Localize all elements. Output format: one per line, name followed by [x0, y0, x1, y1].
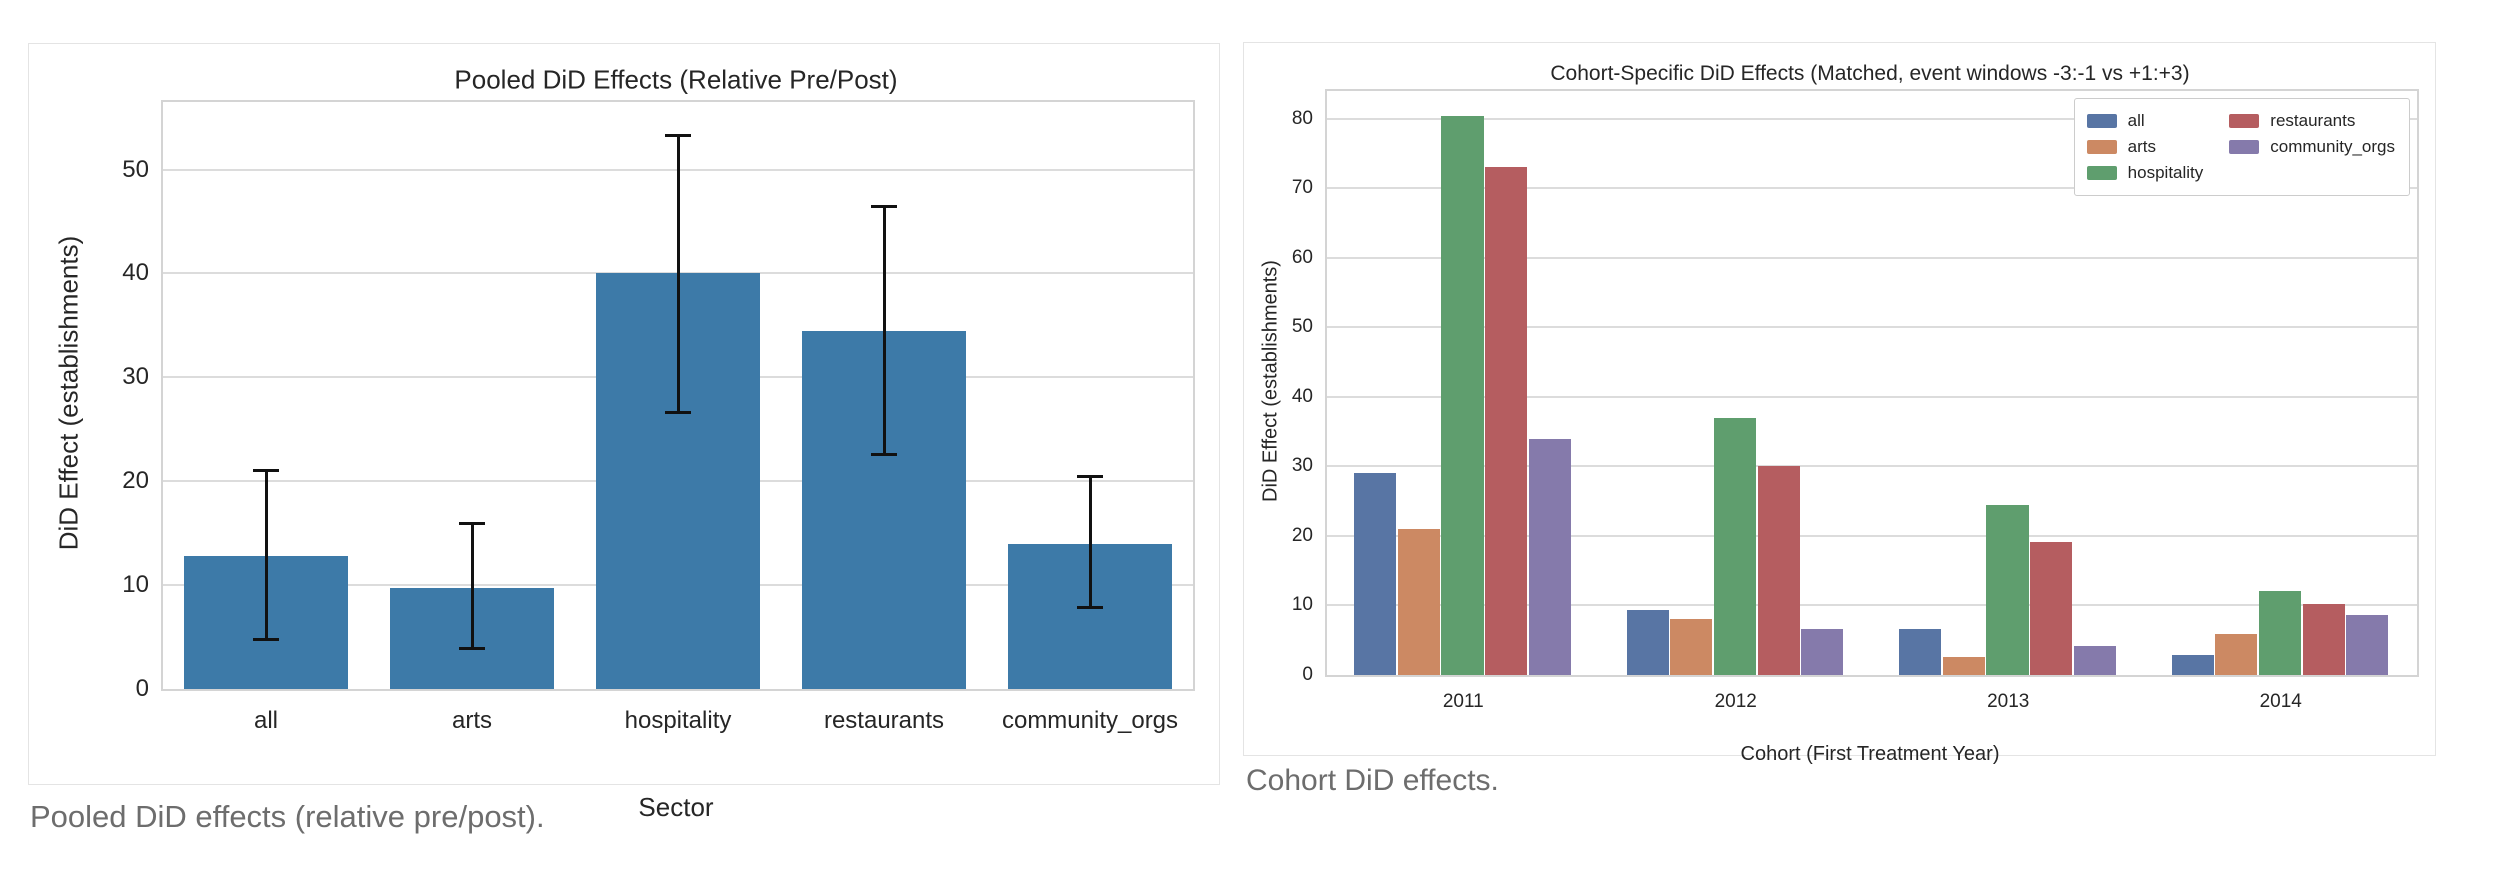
cohort-did-figure-card: Cohort-Specific DiD Effects (Matched, ev…: [1243, 42, 2436, 765]
gridline: [1327, 604, 2417, 607]
bar-2012-community_orgs: [1801, 629, 1844, 675]
bar-2014-community_orgs: [2346, 614, 2389, 675]
error-bar-cap: [1077, 606, 1103, 610]
gridline: [1327, 187, 2417, 190]
x-tick-label: 2014: [2259, 691, 2302, 712]
bar-2012-hospitality: [1713, 418, 1757, 675]
x-tick-label: 2012: [1714, 691, 1757, 712]
cohort-chart-title: Cohort-Specific DiD Effects (Matched, ev…: [1550, 62, 2190, 85]
y-tick-label: 50: [122, 155, 149, 183]
bar-2013-arts: [1942, 656, 1985, 675]
x-tick-label: 2013: [1987, 691, 2030, 712]
bar-2011-hospitality: [1441, 116, 1484, 675]
error-bar-cap: [459, 522, 485, 526]
bar-2011-restaurants: [1485, 167, 1528, 675]
pooled-y-axis-label: DiD Effect (establishments): [53, 235, 84, 551]
x-tick-label: community_orgs: [1001, 707, 1179, 734]
legend-swatch-community_orgs-icon: [2229, 140, 2260, 154]
gridline: [1327, 465, 2417, 468]
pooled-x-axis-label: Sector: [638, 792, 714, 822]
pooled-chart-title: Pooled DiD Effects (Relative Pre/Post): [454, 64, 898, 95]
y-tick-label: 10: [122, 571, 149, 599]
legend-label: hospitality: [2127, 163, 2204, 182]
bar-2014-hospitality: [2258, 590, 2302, 675]
error-bar-cap: [459, 646, 485, 650]
legend: all arts hospitality restaurants community_o…: [2073, 98, 2410, 196]
legend-item-arts: arts: [2086, 137, 2204, 157]
pooled-figure-caption: Pooled DiD effects (relative pre/post).: [30, 799, 545, 834]
bar-2011-community_orgs: [1528, 438, 1571, 675]
y-tick-label: 10: [1291, 594, 1313, 616]
y-tick-label: 0: [135, 675, 149, 702]
error-bar: [676, 135, 680, 413]
error-bar-cap: [665, 133, 691, 137]
y-tick-label: 0: [1302, 664, 1313, 685]
legend-column: all arts hospitality: [2086, 108, 2204, 186]
y-tick-label: 20: [1291, 524, 1313, 546]
cohort-x-axis-label: Cohort (First Treatment Year): [1740, 743, 2000, 765]
bar-2013-restaurants: [2030, 542, 2073, 675]
bar-2013-hospitality: [1986, 505, 2029, 675]
error-bar-cap: [665, 411, 691, 415]
legend-label: arts: [2127, 137, 2157, 156]
pooled-did-figure-card: Pooled DiD Effects (Relative Pre/Post) D…: [28, 43, 1220, 822]
bar-2012-arts: [1670, 618, 1713, 675]
error-bar-cap: [871, 205, 897, 209]
bar-2014-restaurants: [2302, 604, 2345, 675]
bar-2012-restaurants: [1757, 465, 1800, 675]
legend-label: restaurants: [2270, 111, 2356, 130]
legend-label: community_orgs: [2270, 137, 2395, 156]
legend-swatch-arts-icon: [2086, 140, 2117, 154]
cohort-y-axis-label: DiD Effect (establishments): [1259, 260, 1282, 502]
pooled-plot-area: 0 10 20 30 40 50 all arts hospitality restaurants…: [122, 100, 1195, 734]
gridline: [1327, 395, 2417, 398]
legend-swatch-all-icon: [2086, 114, 2117, 128]
y-tick-label: 80: [1291, 107, 1313, 129]
x-tick-label: restaurants: [823, 707, 945, 734]
y-tick-label: 20: [122, 467, 149, 495]
error-bar: [264, 470, 268, 640]
y-tick-label: 60: [1291, 246, 1313, 268]
legend-item-hospitality: hospitality: [2086, 163, 2204, 183]
x-tick-label: arts: [451, 707, 493, 734]
legend-column: restaurants community_orgs: [2229, 108, 2395, 186]
legend-swatch-restaurants-icon: [2229, 114, 2260, 128]
bar-2014-arts: [2215, 633, 2258, 675]
y-tick-label: 40: [1291, 385, 1313, 407]
y-tick-label: 40: [122, 259, 149, 287]
y-tick-label: 30: [1291, 455, 1313, 477]
gridline: [1327, 117, 2417, 120]
bar-2013-community_orgs: [2073, 645, 2116, 675]
legend-item-community_orgs: community_orgs: [2229, 137, 2395, 157]
y-tick-label: 70: [1291, 177, 1313, 199]
error-bar: [882, 206, 886, 455]
legend-item-restaurants: restaurants: [2229, 111, 2395, 131]
bar-2011-arts: [1397, 529, 1440, 675]
gridline: [1327, 256, 2417, 259]
gridline: [1327, 534, 2417, 537]
error-bar-cap: [871, 452, 897, 456]
error-bar: [470, 523, 474, 649]
bar-2012-all: [1626, 610, 1669, 675]
legend-item-all: all: [2086, 111, 2204, 131]
bar-2013-all: [1899, 629, 1942, 675]
bar-2014-all: [2171, 654, 2214, 675]
error-bar-cap: [253, 637, 279, 641]
bar-2011-all: [1354, 473, 1397, 675]
cohort-plot-area: 0 10 20 30 40 50 60 70 80 2011 2012 2013 2014 all arts…: [1292, 89, 2419, 712]
x-tick-label: 2011: [1442, 691, 1484, 712]
legend-label: all: [2127, 111, 2145, 130]
legend-swatch-hospitality-icon: [2086, 166, 2117, 180]
error-bar-cap: [253, 469, 279, 473]
gridline: [1327, 326, 2417, 329]
y-tick-label: 50: [1291, 316, 1313, 338]
x-tick-label: hospitality: [624, 707, 732, 734]
error-bar: [1088, 476, 1092, 608]
cohort-figure-caption: Cohort DiD effects.: [1246, 764, 1499, 797]
x-tick-label: all: [253, 707, 279, 734]
y-tick-label: 30: [122, 363, 149, 391]
error-bar-cap: [1077, 474, 1103, 478]
